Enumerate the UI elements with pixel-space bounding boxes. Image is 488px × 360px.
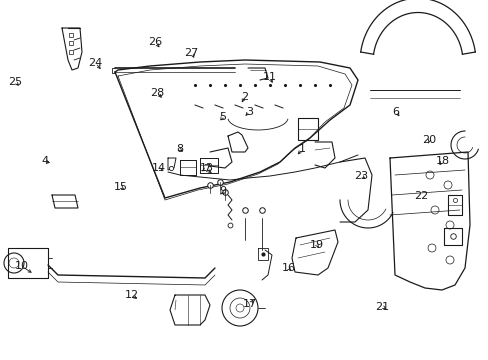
- Text: 14: 14: [152, 163, 165, 174]
- Text: 19: 19: [309, 240, 323, 250]
- Text: 6: 6: [392, 107, 399, 117]
- Text: 11: 11: [263, 72, 276, 82]
- Text: 28: 28: [150, 88, 164, 98]
- Text: 15: 15: [114, 182, 128, 192]
- Text: 23: 23: [353, 171, 367, 181]
- Text: 5: 5: [219, 112, 225, 122]
- Text: 21: 21: [375, 302, 388, 312]
- Text: 22: 22: [413, 191, 428, 201]
- Text: 13: 13: [199, 163, 213, 174]
- Text: 20: 20: [422, 135, 435, 145]
- Text: 8: 8: [176, 144, 183, 154]
- Text: 7: 7: [203, 164, 209, 174]
- Text: 10: 10: [15, 261, 29, 271]
- Text: 18: 18: [435, 156, 448, 166]
- Text: 2: 2: [241, 92, 247, 102]
- Text: 25: 25: [9, 77, 22, 87]
- Text: 3: 3: [245, 107, 252, 117]
- Text: 26: 26: [148, 37, 162, 48]
- Text: 1: 1: [298, 144, 305, 154]
- Text: 9: 9: [219, 186, 225, 196]
- Text: 24: 24: [88, 58, 102, 68]
- Text: 16: 16: [281, 263, 295, 273]
- Text: 12: 12: [125, 290, 139, 300]
- Text: 17: 17: [243, 299, 257, 309]
- Text: 4: 4: [41, 156, 48, 166]
- Text: 27: 27: [184, 48, 199, 58]
